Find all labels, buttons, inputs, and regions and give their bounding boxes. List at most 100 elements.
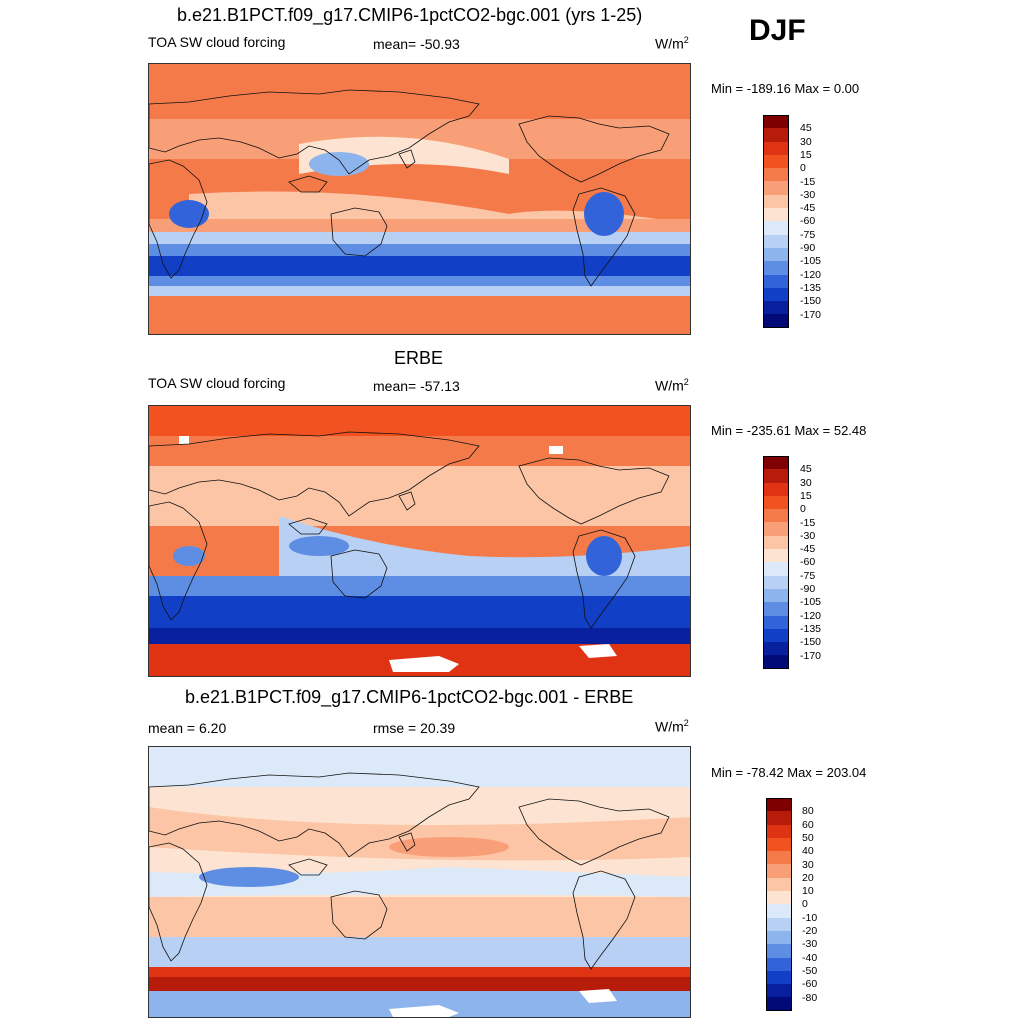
panel-2-units: W/m2 (655, 377, 689, 394)
colorbar-swatch (763, 549, 789, 563)
colorbar-tick-label: -75 (800, 569, 816, 582)
colorbar-swatch (763, 456, 789, 470)
colorbar-tick-label: -150 (800, 636, 822, 649)
colorbar-tick-label: -60 (802, 978, 818, 991)
panel-2-map (148, 405, 691, 677)
colorbar-swatch (763, 287, 789, 302)
colorbar-tick-label: 45 (800, 122, 812, 135)
colorbar-swatch (763, 522, 789, 536)
colorbar-tick-label: -170 (800, 649, 822, 662)
colorbar-swatch (766, 904, 792, 918)
colorbar-swatch (763, 562, 789, 576)
colorbar-swatch (763, 615, 789, 629)
colorbar-swatch (763, 301, 789, 315)
colorbar-tick-label: -45 (800, 202, 816, 215)
colorbar-swatch (766, 864, 792, 878)
colorbar-swatch (763, 234, 789, 248)
colorbar-swatch (763, 509, 789, 523)
colorbar-tick-label: 80 (802, 805, 814, 818)
colorbar-tick-label: -170 (800, 308, 822, 321)
colorbar-tick-label: -105 (800, 596, 822, 609)
colorbar-swatch (763, 495, 789, 510)
colorbar-swatch (763, 588, 789, 603)
panel-2-title: ERBE (394, 348, 444, 368)
panel-1-field-label: TOA SW cloud forcing (148, 34, 286, 50)
colorbar-swatch (766, 877, 792, 892)
colorbar-tick-label: -135 (800, 281, 822, 294)
colorbar-swatch (763, 535, 789, 550)
colorbar-swatch (763, 168, 789, 182)
colorbar-swatch (766, 984, 792, 998)
panel-1-title: b.e21.B1PCT.f09_g17.CMIP6-1pctCO2-bgc.00… (177, 5, 643, 25)
colorbar-swatch (766, 798, 792, 812)
panel-2-mean: mean= -57.13 (373, 378, 460, 394)
panel-3-map (148, 746, 691, 1018)
colorbar-tick-label: -20 (802, 925, 818, 937)
colorbar-swatch (763, 247, 789, 262)
colorbar-swatch (766, 930, 792, 945)
colorbar-tick-label: 0 (802, 898, 808, 911)
colorbar-swatch (766, 824, 792, 838)
colorbar-swatch (763, 194, 789, 209)
colorbar-tick-label: 10 (802, 885, 814, 898)
colorbar-tick-label: -15 (800, 516, 816, 529)
colorbar-swatch (763, 154, 789, 169)
colorbar-swatch (766, 811, 792, 825)
map-svg-1 (149, 64, 690, 334)
panel-3-units: W/m2 (655, 718, 689, 735)
colorbar-tick-label: 15 (800, 489, 812, 502)
colorbar-swatch (763, 181, 789, 195)
colorbar-tick-label: 0 (800, 162, 806, 175)
panel-1-minmax: Min = -189.16 Max = 0.00 (711, 81, 860, 96)
panel-1-map (148, 63, 691, 335)
colorbar-swatch (763, 482, 789, 496)
colorbar-tick-label: -135 (800, 622, 822, 635)
colorbar-tick-label: -90 (800, 583, 816, 595)
colorbar-tick-label: 20 (802, 871, 814, 884)
colorbar-tick-label: -90 (800, 242, 816, 254)
colorbar-swatch (766, 917, 792, 931)
colorbar-tick-label: 50 (802, 831, 814, 844)
colorbar-swatch (763, 469, 789, 483)
colorbar-swatch (763, 261, 789, 275)
map-svg-2 (149, 406, 690, 676)
panel-3-title: b.e21.B1PCT.f09_g17.CMIP6-1pctCO2-bgc.00… (185, 687, 634, 707)
panel-3-minmax: Min = -78.42 Max = 203.04 (711, 765, 867, 780)
colorbar-tick-label: -150 (800, 295, 822, 308)
colorbar-tick-label: 60 (802, 818, 814, 831)
colorbar-tick-label: 30 (800, 135, 812, 148)
colorbar-swatch (763, 274, 789, 288)
panel-3-mean: mean = 6.20 (148, 720, 227, 736)
colorbar-tick-label: 0 (800, 503, 806, 516)
panel-1-mean: mean= -50.93 (373, 36, 460, 52)
colorbar-tick-label: -30 (800, 529, 816, 542)
colorbar-tick-label: -10 (802, 911, 818, 924)
colorbar-tick-label: -105 (800, 255, 822, 268)
colorbar-tick-label: -40 (802, 951, 818, 964)
season-label: DJF (749, 14, 806, 47)
colorbar-tick-label: -45 (800, 543, 816, 556)
colorbar-swatch (763, 575, 789, 589)
colorbar-swatch (766, 944, 792, 958)
colorbar-swatch (763, 655, 789, 669)
panel-1-colorbar (763, 115, 789, 328)
colorbar-tick-label: -60 (800, 556, 816, 569)
panel-1-units: W/m2 (655, 35, 689, 52)
panel-2-minmax: Min = -235.61 Max = 52.48 (711, 423, 867, 438)
panel-2-field-label: TOA SW cloud forcing (148, 375, 286, 391)
colorbar-tick-label: -120 (800, 268, 822, 281)
colorbar-tick-label: -80 (802, 991, 818, 1004)
colorbar-swatch (766, 997, 792, 1011)
colorbar-swatch (763, 221, 789, 235)
colorbar-swatch (763, 141, 789, 155)
colorbar-tick-label: 30 (802, 858, 814, 871)
colorbar-tick-label: 40 (802, 845, 814, 858)
panel-3-rmse: rmse = 20.39 (373, 720, 456, 736)
colorbar-tick-label: 45 (800, 463, 812, 476)
colorbar-tick-label: -60 (800, 215, 816, 228)
colorbar-tick-label: -30 (802, 938, 818, 951)
colorbar-swatch (763, 128, 789, 142)
colorbar-swatch (763, 208, 789, 222)
colorbar-swatch (766, 957, 792, 971)
colorbar-swatch (766, 891, 792, 905)
